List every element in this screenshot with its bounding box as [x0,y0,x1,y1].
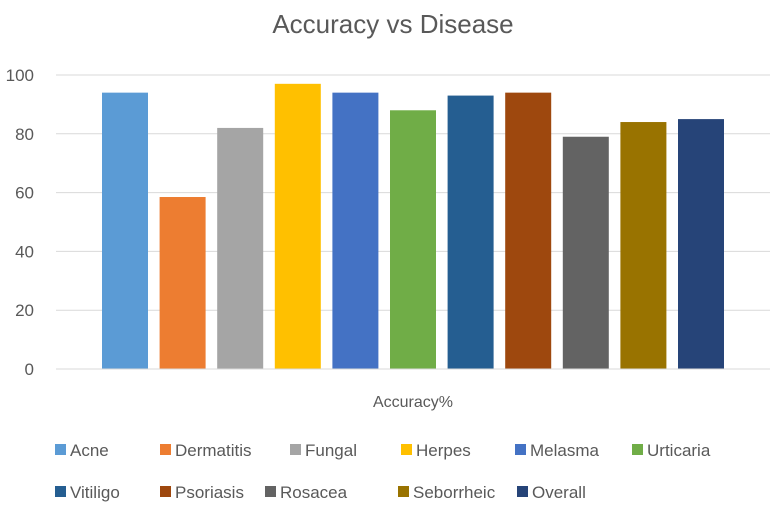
legend-swatch [55,444,66,455]
legend-swatch [398,486,409,497]
y-tick-label: 40 [15,242,34,261]
bars [102,83,724,369]
legend-item-psoriasis: Psoriasis [160,483,244,502]
legend-item-herpes: Herpes [401,441,471,460]
legend: Acne Dermatitis Fungal Herpes Melasma Urticar… [55,441,711,502]
legend-item-vitiligo: Vitiligo [55,483,120,502]
legend-label: Overall [532,483,586,502]
legend-swatch [265,486,276,497]
bar-overall [678,119,724,369]
y-axis-ticks: 0 20 40 60 80 100 [6,66,34,379]
legend-swatch [160,486,171,497]
legend-label: Seborrheic [413,483,496,502]
legend-item-melasma: Melasma [515,441,600,460]
legend-swatch [160,444,171,455]
legend-item-seborrheic: Seborrheic [398,483,496,502]
legend-item-rosacea: Rosacea [265,483,348,502]
legend-swatch [517,486,528,497]
legend-item-urticaria: Urticaria [632,441,711,460]
legend-item-acne: Acne [55,441,109,460]
y-tick-label: 80 [15,125,34,144]
legend-label: Psoriasis [175,483,244,502]
legend-swatch [290,444,301,455]
bar-dermatitis [159,197,206,369]
legend-label: Melasma [530,441,600,460]
legend-label: Dermatitis [175,441,252,460]
bar-herpes [274,83,321,369]
legend-item-dermatitis: Dermatitis [160,441,252,460]
legend-label: Fungal [305,441,357,460]
legend-label: Herpes [416,441,471,460]
legend-swatch [401,444,412,455]
bar-rosacea [562,136,609,369]
legend-label: Vitiligo [70,483,120,502]
bar-acne [102,92,148,369]
legend-swatch [55,486,66,497]
bar-seborrheic [620,122,667,369]
y-tick-label: 20 [15,301,34,320]
chart-title: Accuracy vs Disease [272,9,513,39]
bar-fungal [217,127,264,369]
legend-swatch [515,444,526,455]
y-tick-label: 100 [6,66,34,85]
legend-item-overall: Overall [517,483,586,502]
legend-item-fungal: Fungal [290,441,357,460]
bar-urticaria [390,110,436,369]
legend-label: Acne [70,441,109,460]
legend-swatch [632,444,643,455]
legend-label: Urticaria [647,441,711,460]
bar-psoriasis [505,92,552,369]
bar-vitiligo [447,95,494,369]
y-tick-label: 60 [15,184,34,203]
bar-melasma [332,92,379,369]
y-tick-label: 0 [25,360,34,379]
legend-label: Rosacea [280,483,348,502]
x-axis-label: Accuracy% [373,394,453,411]
